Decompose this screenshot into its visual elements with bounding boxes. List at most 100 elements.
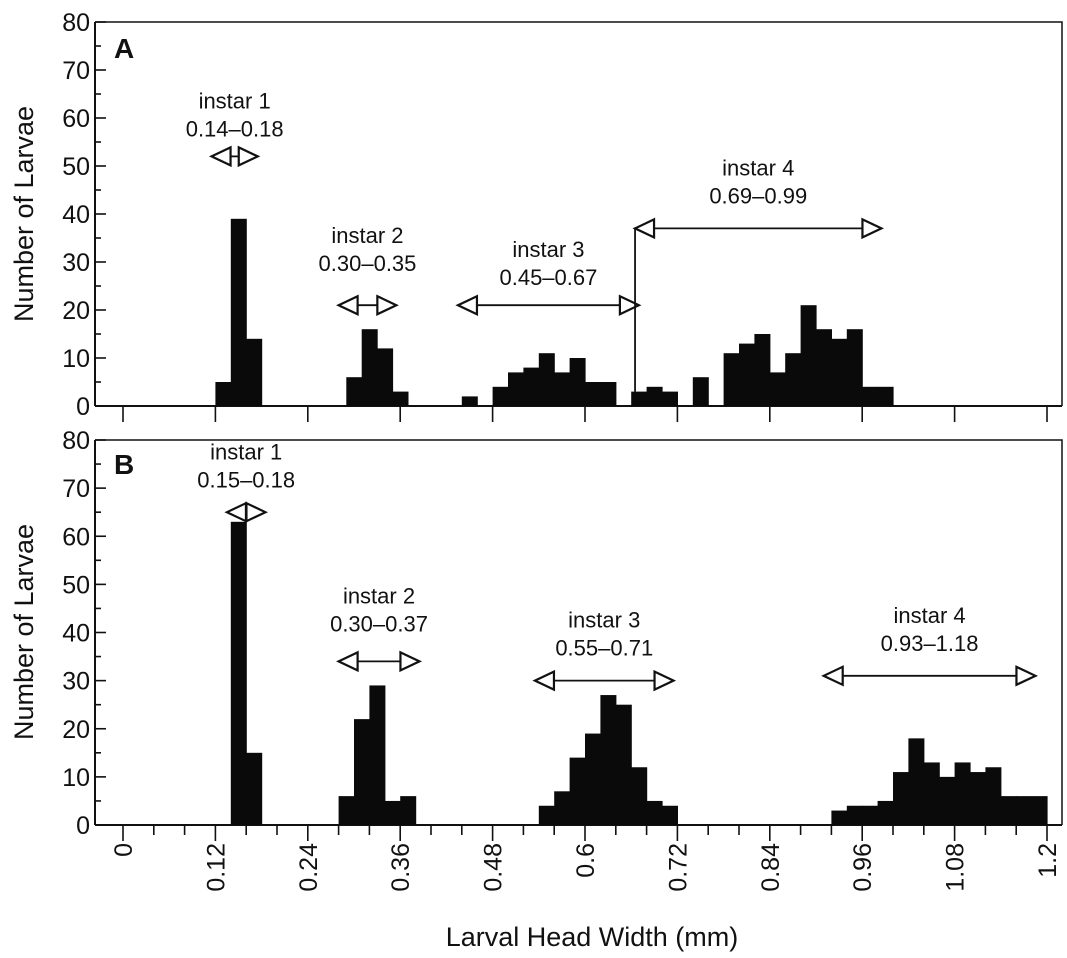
histogram-bar xyxy=(215,382,232,406)
histogram-bar xyxy=(831,338,848,406)
arrow-head-left xyxy=(208,145,232,168)
x-tick-label: 0.36 xyxy=(387,843,415,892)
histogram-bar xyxy=(246,338,263,406)
y-axis-title: Number of Larvae xyxy=(9,106,39,322)
histogram-bar xyxy=(754,334,771,406)
arrow-head-right xyxy=(399,650,423,673)
histogram-bar xyxy=(361,329,378,406)
instar-label: instar 1 xyxy=(210,439,282,464)
y-tick-label: 0 xyxy=(76,393,90,421)
y-tick-label: 30 xyxy=(62,668,90,696)
panel-a-larval-histogram: 0 10 20 30 40 50 60 70 80 Number of Larvae Ainstar… xyxy=(9,9,1063,422)
instar-range-label: 0.30–0.37 xyxy=(330,612,428,637)
y-tick-label: 60 xyxy=(62,105,90,133)
histogram-bar xyxy=(461,396,478,406)
y-tick-label: 10 xyxy=(62,764,90,792)
histogram-bar xyxy=(831,810,848,825)
histogram-bar xyxy=(631,767,648,825)
histogram-bar xyxy=(846,329,863,406)
x-tick-label: 1.08 xyxy=(942,843,970,892)
instar-label: instar 2 xyxy=(331,223,403,248)
histogram-bar xyxy=(800,305,817,406)
histogram-bar xyxy=(377,348,394,406)
x-tick-label: 0.84 xyxy=(757,843,785,892)
histogram-bar xyxy=(985,767,1002,825)
x-tick-label: 0.96 xyxy=(849,843,877,892)
histogram-bar xyxy=(877,800,894,825)
arrow-head-right xyxy=(1015,665,1039,687)
histogram-bar xyxy=(246,752,263,825)
x-tick-label: 0 xyxy=(110,843,138,857)
histogram-bar xyxy=(554,791,571,825)
x-axis-title: Larval Head Width (mm) xyxy=(446,922,739,952)
histogram-bar xyxy=(769,372,786,406)
histogram-bar xyxy=(230,521,247,825)
arrow-head-left xyxy=(224,501,248,523)
histogram-bar xyxy=(816,329,832,406)
y-tick-label: 50 xyxy=(62,153,90,181)
histogram-bar xyxy=(492,386,509,406)
arrow-head-left xyxy=(336,650,359,673)
y-tick-label: 30 xyxy=(62,249,90,277)
histogram-bar xyxy=(392,391,409,406)
x-tick-label: 0.24 xyxy=(295,843,323,892)
histogram-bar xyxy=(739,343,755,406)
plot-frame xyxy=(95,439,1063,825)
arrow-head-right xyxy=(237,145,261,168)
histogram-bar xyxy=(346,377,363,406)
histogram-bar xyxy=(692,377,709,406)
x-tick-label: 1.2 xyxy=(1034,843,1062,878)
arrow-head-right xyxy=(376,294,399,316)
histogram-bar xyxy=(338,796,355,825)
instar-range-label: 0.69–0.99 xyxy=(709,184,807,209)
x-tick-label: 0.72 xyxy=(664,843,692,892)
histogram-bar xyxy=(600,382,617,406)
histogram-bar xyxy=(569,358,586,406)
arrow-head-right xyxy=(861,217,885,240)
instar-range-label: 0.30–0.35 xyxy=(319,251,417,276)
arrow-head-left xyxy=(336,294,359,316)
histogram-bar xyxy=(631,391,648,406)
y-tick-label: 70 xyxy=(62,57,90,85)
instar-label: instar 4 xyxy=(893,603,965,628)
histogram-bar xyxy=(954,762,971,825)
instar-label: instar 3 xyxy=(512,237,584,262)
histogram-bar xyxy=(1000,796,1017,825)
y-tick-label: 20 xyxy=(62,716,90,744)
panel-label: A xyxy=(114,33,134,64)
histogram-bar xyxy=(723,353,740,406)
histogram-bar xyxy=(508,372,524,406)
histogram-bar xyxy=(646,386,663,406)
instar-range-label: 0.14–0.18 xyxy=(186,116,284,141)
histogram-bar xyxy=(662,391,678,406)
y-tick-label: 50 xyxy=(62,571,90,599)
y-tick-label: 10 xyxy=(62,345,90,373)
histogram-bar xyxy=(908,738,925,825)
histogram-bar xyxy=(939,776,956,825)
x-tick-label: 0.48 xyxy=(480,843,508,892)
histogram-bar xyxy=(862,805,879,825)
histogram-bar xyxy=(862,386,879,406)
histogram-bar xyxy=(538,353,555,406)
arrow-head-right xyxy=(245,501,269,523)
plot-frame xyxy=(95,21,1063,406)
x-tick-label: 0.6 xyxy=(572,843,600,878)
histogram-bar xyxy=(1016,796,1033,825)
histogram-bar xyxy=(662,805,678,825)
y-axis-title: Number of Larvae xyxy=(9,524,39,740)
histogram-bar xyxy=(354,719,370,825)
histogram-bar xyxy=(893,772,909,825)
histogram-bar xyxy=(970,772,986,825)
arrow-head-right xyxy=(653,669,677,692)
y-tick-label: 0 xyxy=(76,812,90,840)
histogram-bar xyxy=(877,386,894,406)
histogram-bar xyxy=(400,796,417,825)
histogram-bar xyxy=(585,733,601,825)
histogram-bar xyxy=(369,685,386,825)
instar-range-label: 0.45–0.67 xyxy=(499,265,597,290)
histogram-bar xyxy=(923,762,940,825)
histogram-bar xyxy=(384,800,401,825)
histogram-bar xyxy=(785,353,802,406)
arrow-head-left xyxy=(532,669,556,692)
